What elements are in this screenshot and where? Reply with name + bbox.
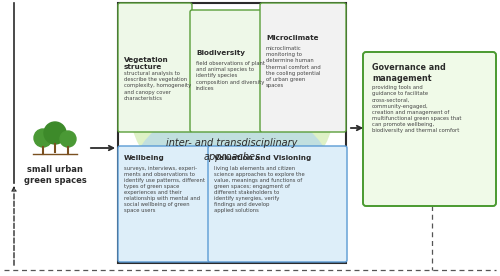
Ellipse shape bbox=[131, 38, 333, 192]
Circle shape bbox=[60, 131, 76, 147]
FancyBboxPatch shape bbox=[208, 146, 347, 262]
Text: Valuation and Visioning: Valuation and Visioning bbox=[214, 155, 311, 161]
FancyBboxPatch shape bbox=[118, 146, 210, 262]
Text: Microclimate: Microclimate bbox=[266, 35, 318, 41]
Text: surveys, interviews, experi-
ments and observations to
identify use patterns, di: surveys, interviews, experi- ments and o… bbox=[124, 166, 205, 213]
FancyBboxPatch shape bbox=[190, 10, 262, 132]
Circle shape bbox=[44, 122, 66, 144]
Text: field observations of plant
and animal species to
identify species
composition a: field observations of plant and animal s… bbox=[196, 61, 265, 91]
Bar bbox=[118, 3, 346, 263]
Text: structural analysis to
describe the vegetation
complexity, homogeneity
and canop: structural analysis to describe the vege… bbox=[124, 71, 191, 101]
Text: providing tools and
guidance to facilitate
cross-sectoral,
community-engaged,
cr: providing tools and guidance to facilita… bbox=[372, 85, 462, 133]
FancyBboxPatch shape bbox=[363, 52, 496, 206]
Text: microclimatic
monitoring to
determine human
thermal comfort and
the cooling pote: microclimatic monitoring to determine hu… bbox=[266, 46, 321, 88]
Text: Governance and
management: Governance and management bbox=[372, 63, 446, 83]
Text: Biodiversity: Biodiversity bbox=[196, 50, 245, 56]
Text: Wellbeing: Wellbeing bbox=[124, 155, 165, 161]
Text: Vegetation
structure: Vegetation structure bbox=[124, 57, 169, 70]
FancyBboxPatch shape bbox=[260, 3, 346, 132]
Text: inter- and transdisciplinary
approaches: inter- and transdisciplinary approaches bbox=[166, 138, 298, 162]
Circle shape bbox=[34, 129, 52, 147]
Text: small urban
green spaces: small urban green spaces bbox=[24, 165, 86, 185]
FancyBboxPatch shape bbox=[118, 3, 192, 132]
Ellipse shape bbox=[131, 104, 333, 252]
Text: living lab elements and citizen
science approaches to explore the
value, meaning: living lab elements and citizen science … bbox=[214, 166, 305, 213]
